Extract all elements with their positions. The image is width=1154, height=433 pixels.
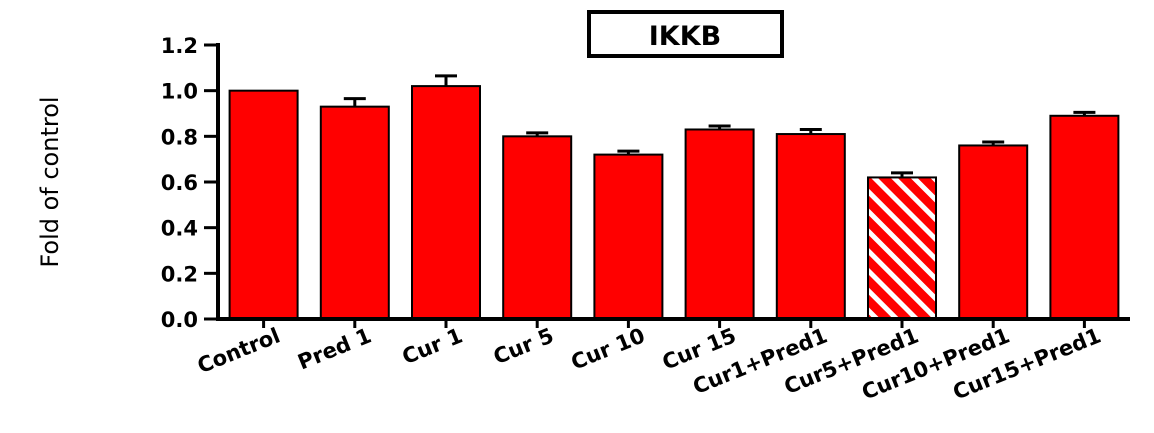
bar	[958, 144, 1029, 320]
y-tick-label: 0.2	[161, 262, 198, 286]
bar	[502, 135, 573, 320]
x-tick-label: Cur 10	[568, 323, 649, 374]
x-tick-label: Pred 1	[294, 323, 374, 374]
title-text: IKKB	[649, 21, 721, 52]
x-tick-label: Cur 5	[490, 323, 557, 369]
y-axis-label: Fold of control	[36, 96, 64, 267]
y-tick-label: 0.8	[161, 125, 198, 149]
x-axis: Control Pred 1 Cur 1 Cur 5 Cur 10 Cur 15Cur1+…	[194, 317, 1130, 405]
y-axis: 0.0 0.2 0.4 0.6 0.8 1.0 1.2	[161, 34, 220, 332]
y-tick-label: 1.0	[161, 80, 198, 104]
bar	[228, 89, 299, 320]
y-tick-label: 0.0	[161, 308, 198, 332]
bar	[867, 176, 937, 320]
chart-title: IKKB	[587, 10, 784, 58]
title-box	[587, 10, 784, 58]
x-tick-label: Control	[194, 323, 283, 378]
bar	[1049, 114, 1120, 320]
bar	[684, 128, 755, 320]
bar	[775, 133, 846, 320]
y-tick-label: 0.6	[161, 171, 198, 195]
y-tick-label: 0.4	[161, 217, 198, 241]
x-tick-label: Cur 1	[399, 323, 466, 369]
bar	[411, 85, 481, 320]
bar	[593, 153, 664, 320]
bars	[228, 74, 1120, 321]
y-tick-label: 1.2	[161, 34, 198, 58]
bar	[319, 105, 390, 321]
